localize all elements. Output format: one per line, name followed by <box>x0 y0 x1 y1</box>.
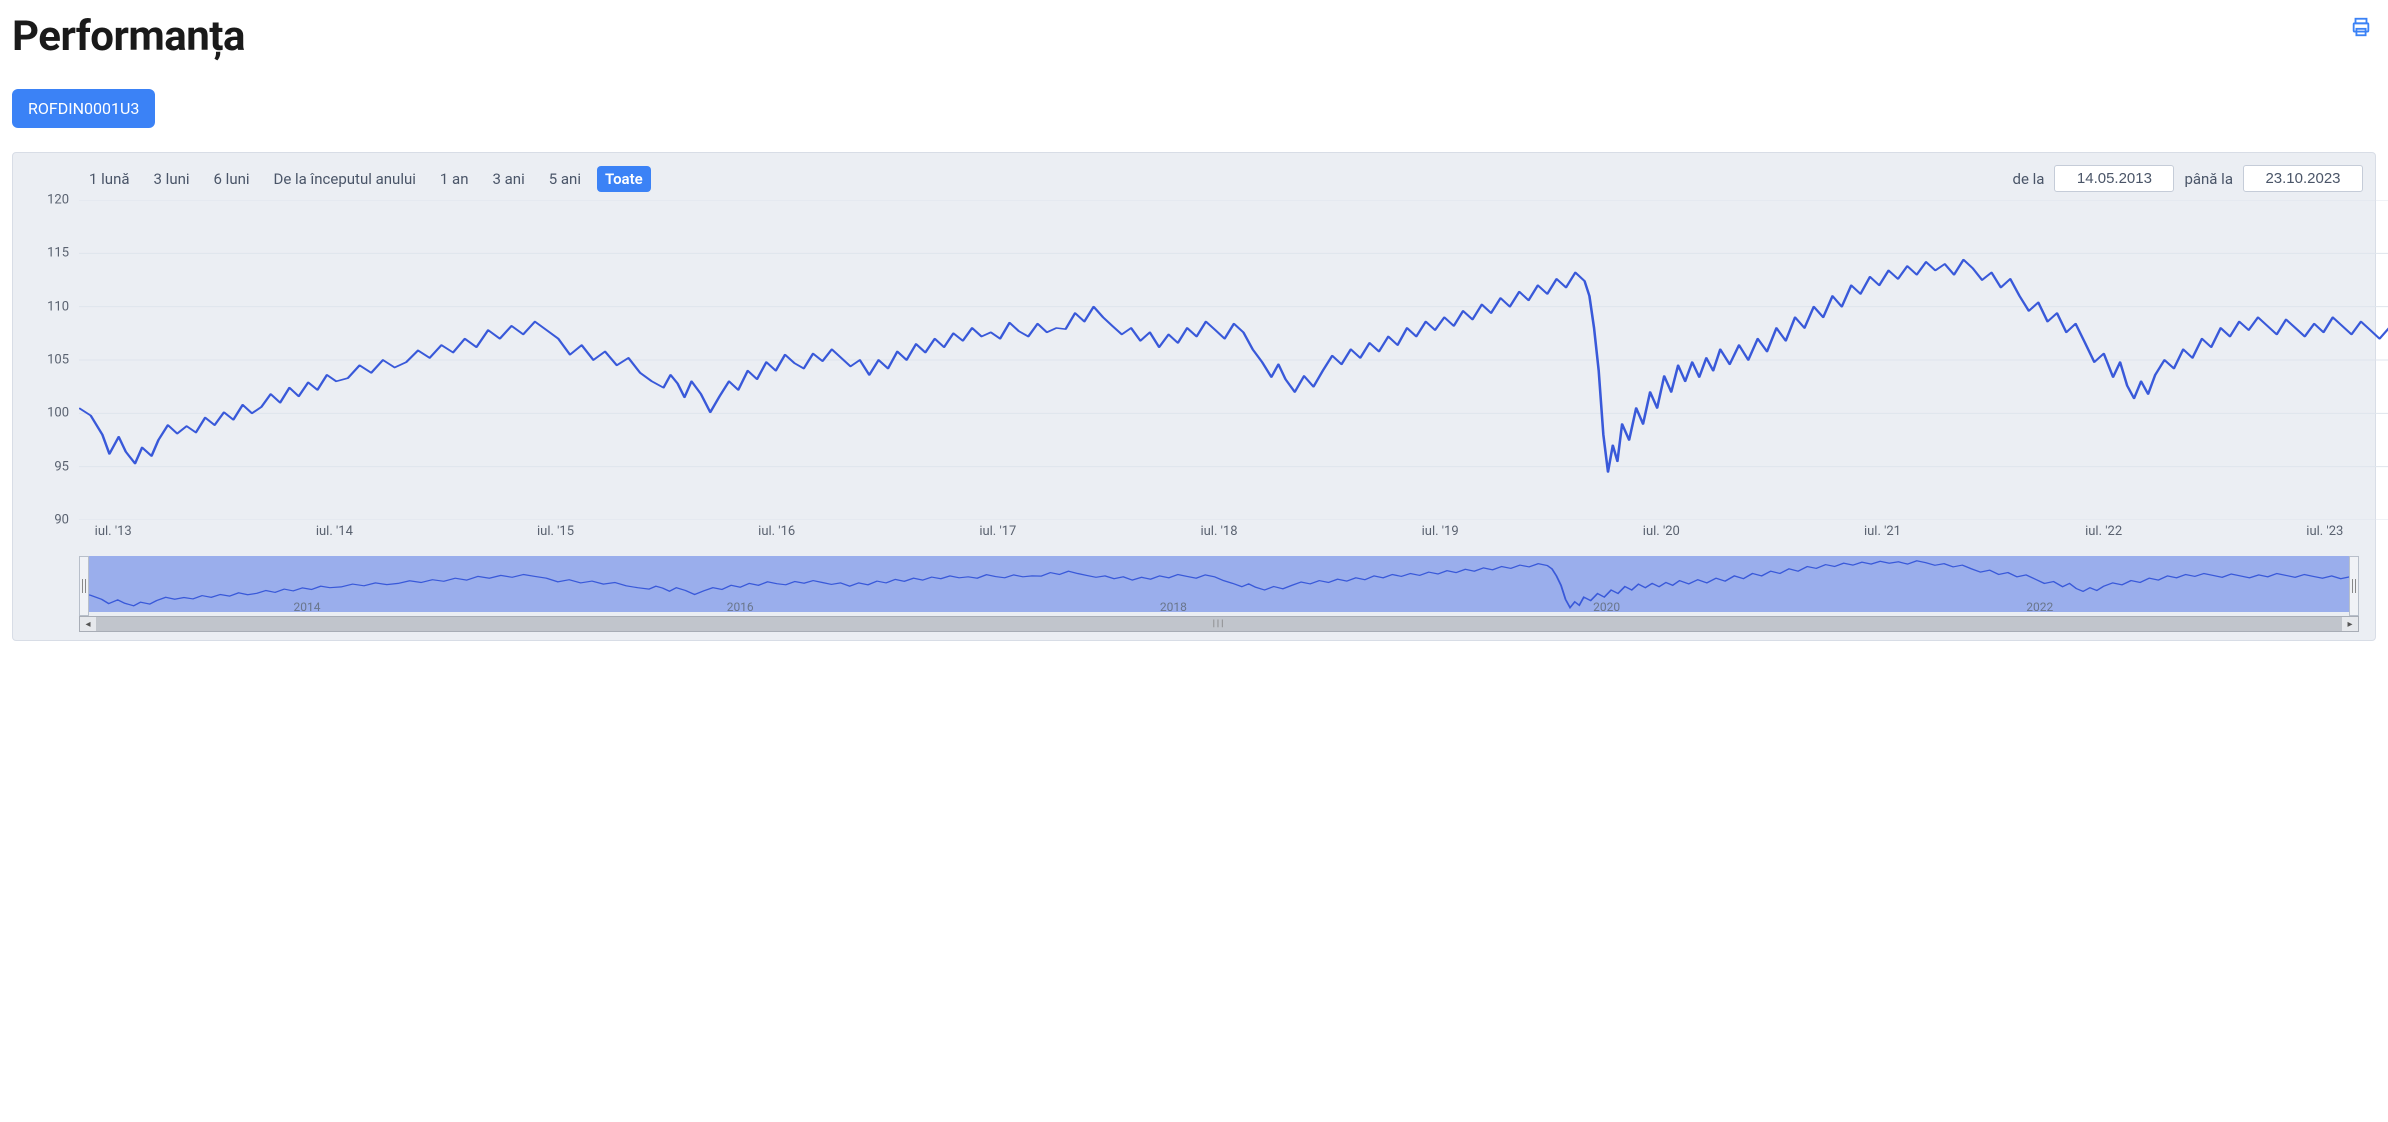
x-axis-label: iul. '13 <box>95 524 132 539</box>
date-from-label: de la <box>2012 170 2044 188</box>
y-axis-label: 115 <box>47 246 69 261</box>
x-axis-label: iul. '19 <box>1422 524 1459 539</box>
performance-chart-panel: 1 lună 3 luni 6 luni De la începutul anului… <box>12 152 2376 641</box>
range-button-0[interactable]: 1 lună <box>81 166 138 192</box>
x-axis-label: iul. '20 <box>1643 524 1680 539</box>
range-button-2[interactable]: 6 luni <box>206 166 258 192</box>
navigator-x-label: 2014 <box>294 600 321 614</box>
navigator-handle-right[interactable] <box>2349 556 2359 616</box>
x-axis-label: iul. '22 <box>2085 524 2122 539</box>
x-axis-label: iul. '23 <box>2306 524 2343 539</box>
range-button-7[interactable]: Toate <box>597 166 651 192</box>
fund-isin-badge[interactable]: ROFDIN0001U3 <box>12 89 155 128</box>
range-button-6[interactable]: 5 ani <box>541 166 589 192</box>
x-axis-label: iul. '14 <box>316 524 353 539</box>
y-axis-label: 120 <box>47 193 69 208</box>
print-icon[interactable] <box>2346 12 2376 46</box>
x-axis-label: iul. '18 <box>1200 524 1237 539</box>
x-axis-label: iul. '15 <box>537 524 574 539</box>
page-title: Performanța <box>12 12 245 61</box>
range-button-4[interactable]: 1 an <box>432 166 477 192</box>
chart-navigator[interactable]: 2014 2016 2018 2020 2022 <box>79 556 2359 616</box>
y-axis-label: 110 <box>47 299 69 314</box>
navigator-handle-left[interactable] <box>79 556 89 616</box>
date-to-label: până la <box>2184 170 2233 188</box>
y-axis-label: 95 <box>54 459 69 474</box>
range-button-1[interactable]: 3 luni <box>146 166 198 192</box>
navigator-scrollbar[interactable]: ◂ ||| ▸ <box>79 616 2359 632</box>
range-button-3[interactable]: De la începutul anului <box>266 166 424 192</box>
scrollbar-left-arrow[interactable]: ◂ <box>80 617 96 631</box>
y-axis-label: 105 <box>47 353 69 368</box>
scrollbar-track[interactable]: ||| <box>96 617 2342 631</box>
navigator-x-label: 2020 <box>1593 600 1620 614</box>
navigator-x-label: 2018 <box>1160 600 1187 614</box>
range-button-5[interactable]: 3 ani <box>484 166 532 192</box>
date-from-input[interactable] <box>2054 165 2174 192</box>
y-axis-label: 100 <box>47 406 69 421</box>
scrollbar-right-arrow[interactable]: ▸ <box>2342 617 2358 631</box>
range-selector-row: 1 lună 3 luni 6 luni De la începutul anului… <box>25 163 2363 200</box>
navigator-x-label: 2022 <box>2026 600 2053 614</box>
navigator-x-label: 2016 <box>727 600 754 614</box>
main-chart[interactable]: 9095100105110115120 iul. '13iul. '14iul.… <box>25 200 2363 544</box>
x-axis-label: iul. '17 <box>979 524 1016 539</box>
x-axis-label: iul. '16 <box>758 524 795 539</box>
x-axis-label: iul. '21 <box>1864 524 1901 539</box>
date-to-input[interactable] <box>2243 165 2363 192</box>
y-axis-label: 90 <box>54 513 69 528</box>
